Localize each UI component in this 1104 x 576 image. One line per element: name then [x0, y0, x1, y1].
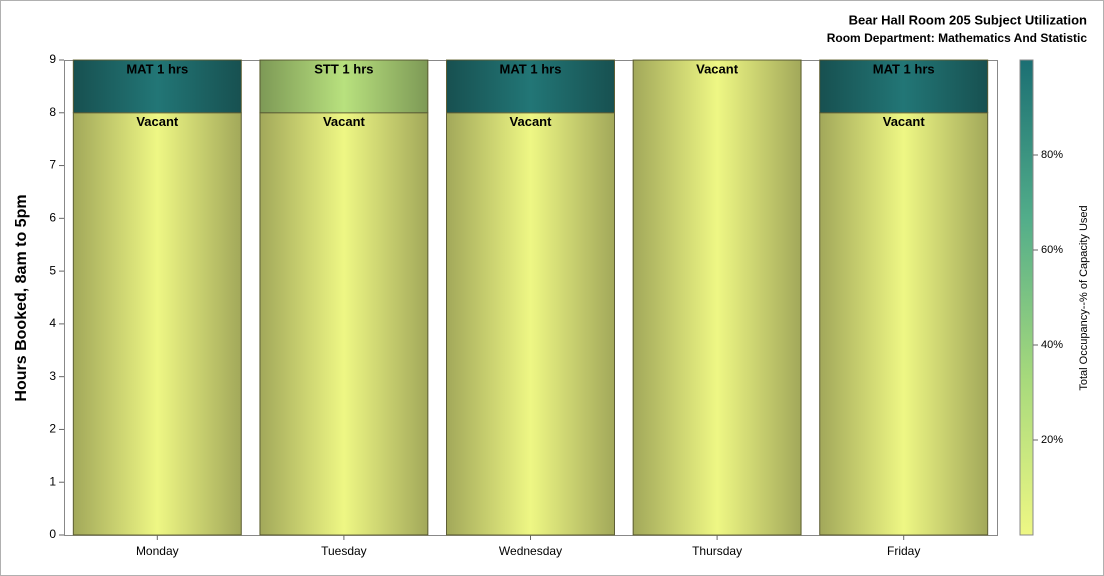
- bar-shade: [446, 112, 615, 536]
- value-label: Vacant: [510, 114, 553, 129]
- bar-shade: [446, 60, 615, 113]
- colorbar-tick-label: 40%: [1041, 339, 1063, 351]
- x-tick-label: Thursday: [692, 544, 742, 558]
- x-tick-label: Wednesday: [499, 544, 562, 558]
- y-tick-label: 2: [49, 422, 56, 436]
- value-label: MAT 1 hrs: [500, 61, 562, 76]
- x-tick-label: Monday: [136, 544, 179, 558]
- y-tick-label: 6: [49, 211, 56, 225]
- bar-shade: [73, 60, 242, 113]
- y-tick-label: 9: [49, 52, 56, 66]
- value-label: MAT 1 hrs: [873, 61, 935, 76]
- x-tick-label: Tuesday: [321, 544, 367, 558]
- colorbar-tick-label: 60%: [1041, 244, 1063, 256]
- y-tick-label: 3: [49, 369, 56, 383]
- y-tick-label: 7: [49, 158, 56, 172]
- colorbar-tick-label: 20%: [1041, 434, 1063, 446]
- chart-title: Bear Hall Room 205 Subject Utilization: [849, 12, 1087, 27]
- y-tick-label: 0: [49, 527, 56, 541]
- value-label: Vacant: [136, 114, 179, 129]
- bar-shade: [819, 60, 988, 113]
- bar-shade: [259, 60, 428, 113]
- y-tick-label: 1: [49, 474, 56, 488]
- value-label: MAT 1 hrs: [126, 61, 188, 76]
- bar-shade: [633, 60, 802, 535]
- value-label: STT 1 hrs: [314, 61, 373, 76]
- bar-shade: [819, 112, 988, 536]
- x-tick-label: Friday: [887, 544, 920, 558]
- value-label: Vacant: [323, 114, 366, 129]
- bar-shade: [259, 112, 428, 536]
- colorbar: [1019, 59, 1034, 536]
- colorbar-title: Total Occupancy--% of Capacity Used: [1078, 205, 1090, 390]
- bar-shade: [73, 112, 242, 536]
- y-tick-label: 4: [49, 316, 56, 330]
- value-label: Vacant: [696, 61, 739, 76]
- y-tick-label: 5: [49, 263, 56, 277]
- colorbar-tick-label: 80%: [1041, 149, 1063, 161]
- y-axis-title: Hours Booked, 8am to 5pm: [13, 194, 30, 401]
- value-label: Vacant: [883, 114, 926, 129]
- chart-subtitle: Room Department: Mathematics And Statist…: [827, 31, 1088, 45]
- y-tick-label: 8: [49, 105, 56, 119]
